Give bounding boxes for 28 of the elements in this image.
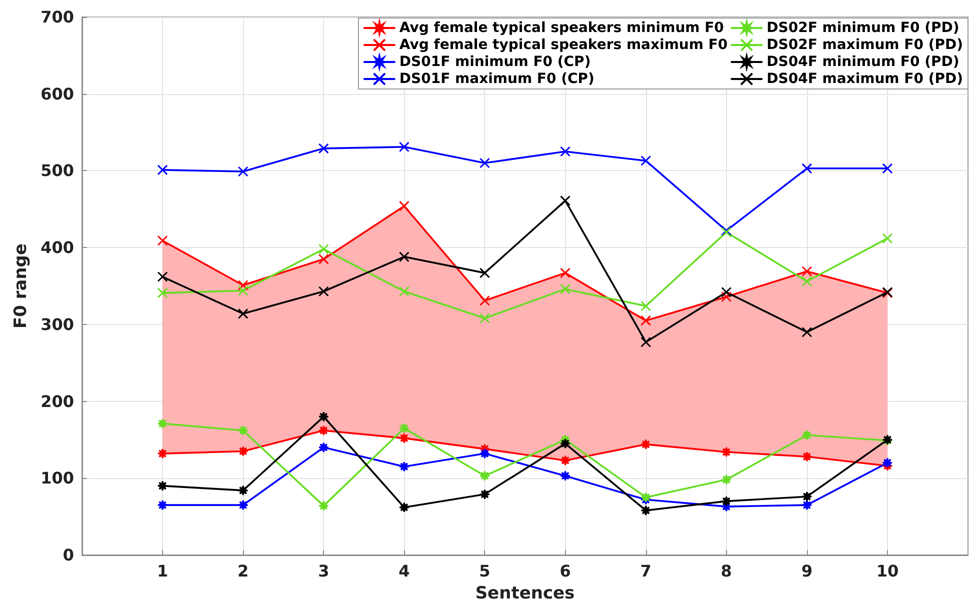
y-tick-label: 0	[62, 546, 74, 564]
y-tick-label: 500	[40, 161, 74, 180]
legend-label: Avg female typical speakers maximum F0	[399, 37, 728, 53]
x-tick-label: 5	[479, 562, 490, 580]
legend-label: DS01F minimum F0 (CP)	[399, 54, 591, 70]
x-tick-label: 6	[560, 562, 571, 580]
y-tick-label: 200	[40, 392, 74, 411]
x-axis-title: Sentences	[475, 584, 575, 604]
y-tick-label: 700	[40, 8, 74, 26]
x-tick-label: 1	[156, 562, 168, 580]
y-axis-title: F0 range	[11, 243, 32, 329]
y-tick-label: 100	[40, 468, 74, 488]
y-tick-label: 400	[40, 238, 74, 258]
x-tick-label: 9	[801, 562, 812, 580]
legend-label: DS01F maximum F0 (CP)	[399, 71, 594, 87]
y-tick-label: 600	[40, 84, 74, 104]
legend-label: DS02F maximum F0 (PD)	[766, 37, 964, 53]
legend-label: DS04F maximum F0 (PD)	[766, 71, 964, 87]
x-tick-label: 4	[398, 562, 410, 580]
y-tick-label: 300	[40, 314, 74, 334]
x-tick-label: 8	[720, 562, 732, 580]
legend-label: Avg female typical speakers minimum F0	[399, 20, 724, 36]
x-tick-label: 10	[876, 562, 899, 580]
legend-label: DS04F minimum F0 (PD)	[766, 54, 960, 70]
legend-label: DS02F minimum F0 (PD)	[766, 20, 960, 36]
x-tick-label: 7	[640, 562, 652, 580]
x-tick-label: 3	[318, 562, 330, 580]
x-tick-label: 2	[238, 562, 249, 580]
